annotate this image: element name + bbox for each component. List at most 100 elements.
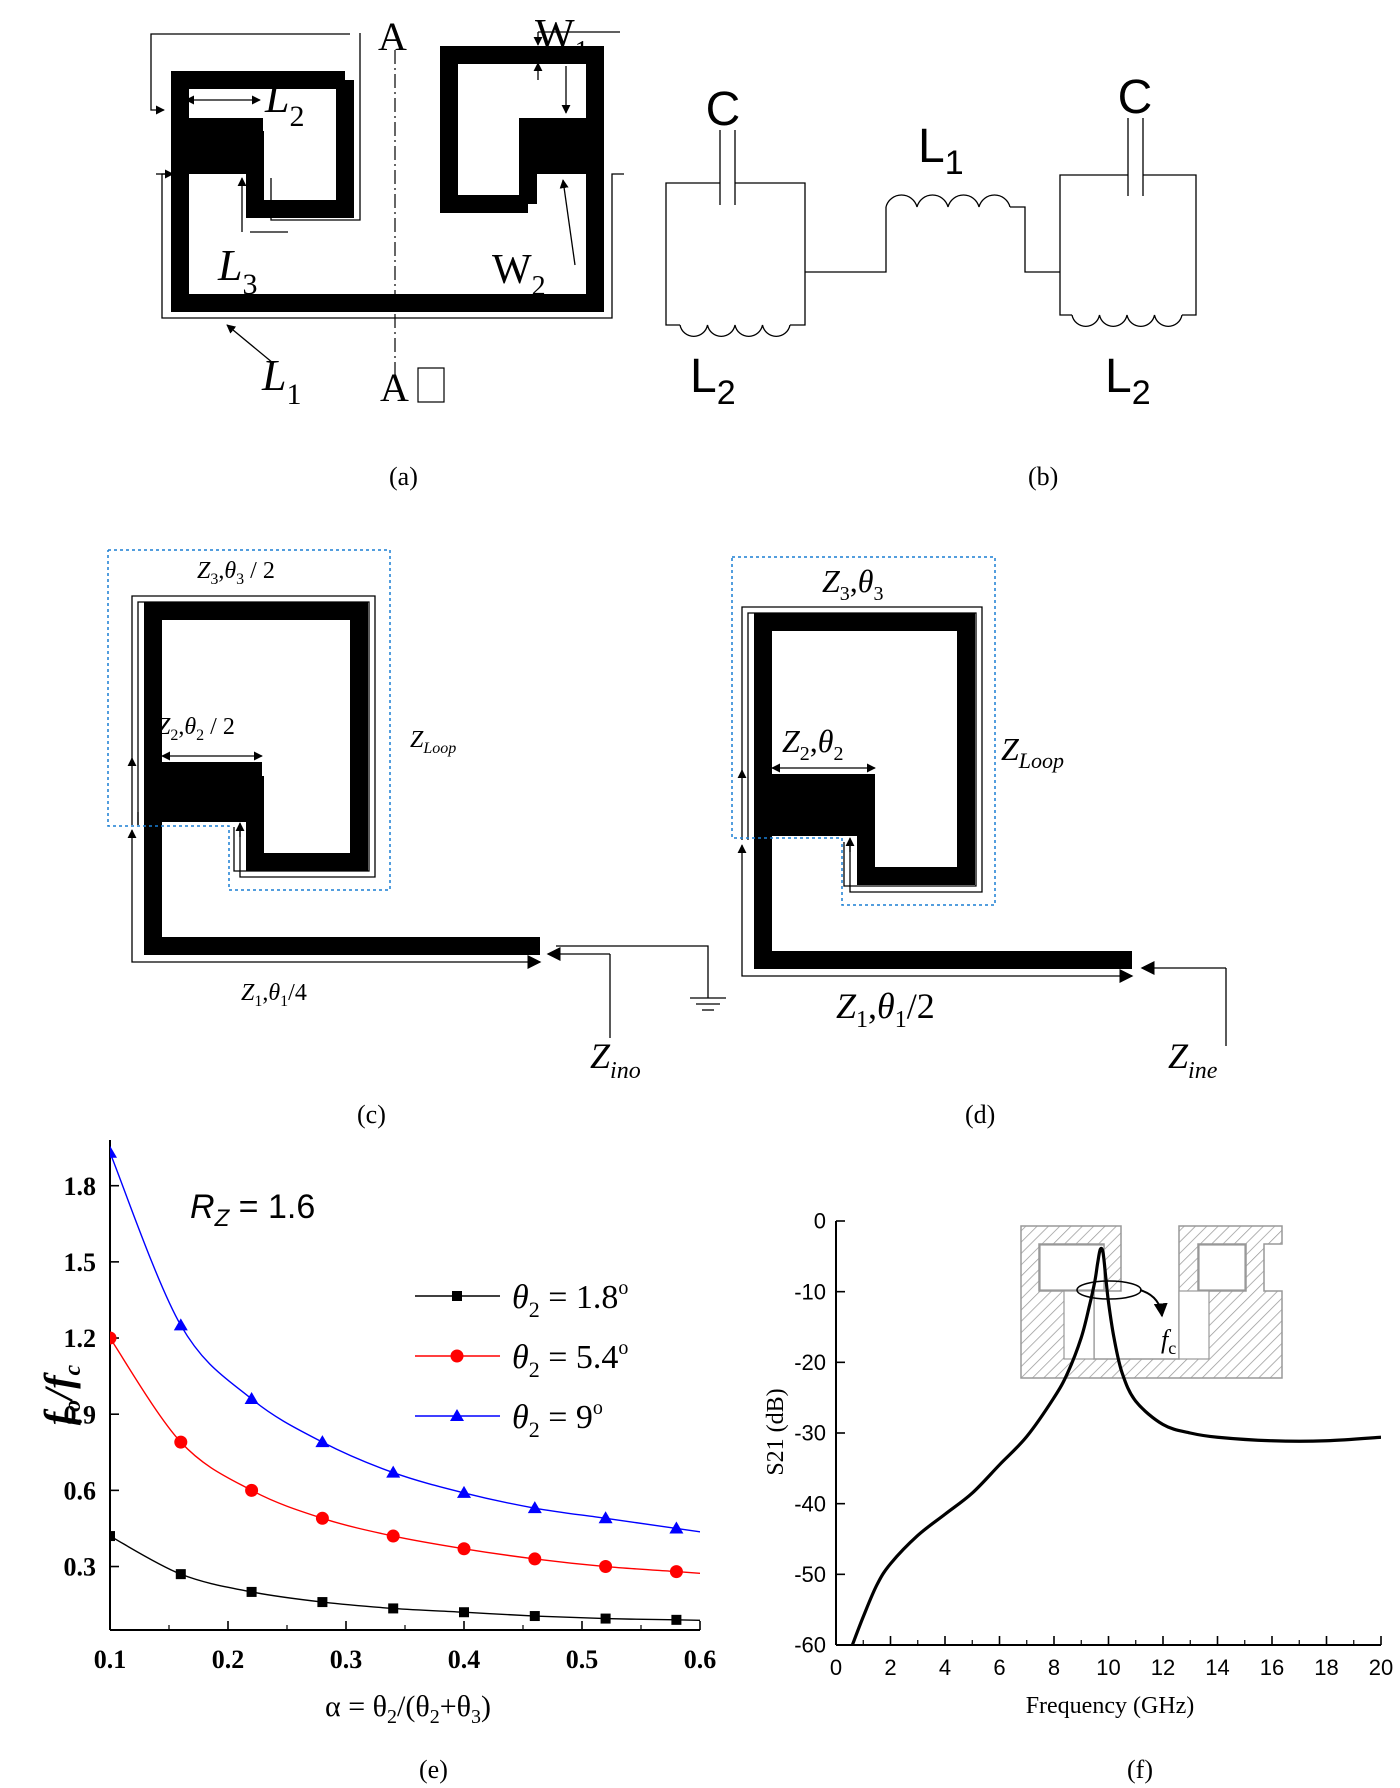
y-tick-label: 1.5: [64, 1248, 97, 1277]
path-lines-d: [737, 606, 1227, 1046]
caption-e: (e): [419, 1755, 448, 1784]
data-point: [315, 1435, 330, 1448]
inset-resonator: [1020, 1225, 1283, 1379]
legend-label: θ2 = 9o: [512, 1397, 603, 1442]
data-point: [174, 1435, 188, 1449]
data-point: [386, 1529, 400, 1543]
label-c-right: C: [1118, 71, 1153, 124]
chart-e-xlabel: α = θ2/(θ2+θ3): [325, 1690, 491, 1728]
data-point: [317, 1597, 328, 1608]
chart-f-ylabel: S21 (dB): [763, 1388, 789, 1475]
data-point: [245, 1483, 259, 1497]
y-tick-label: 0.6: [64, 1476, 97, 1505]
label-z1-d: Z1,θ1/2: [836, 986, 935, 1033]
stub-block-c: [144, 762, 262, 822]
legend-label: θ2 = 1.8o: [512, 1277, 628, 1322]
x-tick-label: 0.4: [448, 1645, 481, 1674]
data-point: [110, 1145, 117, 1158]
stub-block-d: [754, 774, 875, 836]
x-tick-label: 0.3: [330, 1645, 363, 1674]
loop-boundary-d: [731, 556, 996, 906]
x-tick-label: 0.5: [566, 1645, 599, 1674]
label-c-left: C: [706, 83, 741, 136]
y-tick-label: 0.9: [64, 1400, 97, 1429]
data-point: [457, 1542, 471, 1556]
data-point: [450, 1409, 464, 1421]
chart-f-plot-area: [850, 1246, 1381, 1645]
fc-label: fc: [1161, 1325, 1176, 1358]
x-tick-label: 12: [1151, 1655, 1175, 1680]
chart-f-xlabel: Frequency (GHz): [1026, 1693, 1195, 1719]
y-tick-label: -30: [794, 1421, 826, 1446]
data-point: [173, 1318, 188, 1331]
label-w1: W1: [535, 12, 589, 67]
chart-f-axes: 0 2 4 6 8 10 12 14 16 18 20 0 -10 -20 -30 -40 -50 -60: [794, 1209, 1393, 1680]
chart-e-axes: 0.1 0.2 0.3 0.4 0.5 0.6 0.3 0.6 0.9 1.2 1.5 1.8: [64, 1140, 717, 1674]
x-tick-label: 10: [1096, 1655, 1120, 1680]
data-point: [599, 1560, 613, 1574]
x-tick-label: 16: [1260, 1655, 1284, 1680]
x-tick-label: 6: [993, 1655, 1005, 1680]
data-point: [459, 1607, 469, 1618]
data-point: [671, 1614, 682, 1625]
data-point: [246, 1586, 257, 1597]
panel-c: Z3,θ3 / 2 Z2,θ2 / 2 ZLoop Z1,θ1/4 Zino (…: [107, 549, 726, 1129]
label-z3-d: Z3,θ3: [822, 563, 884, 605]
label-l2: L2: [264, 73, 304, 133]
label-z2-d: Z2,θ2: [782, 723, 844, 765]
data-point: [669, 1521, 684, 1534]
caption-c: (c): [357, 1100, 386, 1129]
x-tick-label: 18: [1314, 1655, 1338, 1680]
data-point: [529, 1611, 540, 1622]
stub-block-left: [171, 118, 263, 174]
label-z3-c: Z3,θ3 / 2: [197, 558, 275, 588]
label-l1: L1: [261, 351, 301, 411]
fc-arrow: [1139, 1289, 1168, 1318]
panel-a: A A W1 W2 L2 L3 L1 (a): [150, 12, 624, 491]
data-point: [598, 1511, 613, 1524]
data-point: [457, 1485, 471, 1498]
chart-e-legend: θ2 = 1.8o θ2 = 5.4o θ2 = 9o: [415, 1277, 628, 1442]
y-tick-label: 0: [814, 1209, 826, 1234]
data-point: [315, 1511, 329, 1525]
label-w2: W2: [492, 247, 546, 302]
x-tick-label: 0.6: [684, 1645, 717, 1674]
label-zloop-c: ZLoop: [410, 727, 456, 757]
label-zine: Zine: [1168, 1036, 1218, 1084]
panel-e-chart: 0.1 0.2 0.3 0.4 0.5 0.6 0.3 0.6 0.9 1.2 1.5 1.8 RZ …: [36, 1140, 716, 1784]
even-mode-trace: [754, 613, 1132, 969]
y-tick-label: -20: [794, 1350, 826, 1375]
x-tick-label: 0.2: [212, 1645, 245, 1674]
data-point: [669, 1565, 683, 1579]
caption-f: (f): [1127, 1755, 1153, 1784]
y-tick-label: 1.2: [64, 1324, 97, 1353]
loop-boundary-c: [107, 549, 391, 891]
data-point: [175, 1569, 186, 1580]
label-zino: Zino: [590, 1036, 641, 1084]
data-point: [527, 1501, 542, 1514]
y-tick-label: -60: [794, 1633, 826, 1658]
caption-b: (b): [1028, 462, 1058, 491]
label-l1-series: L1: [918, 120, 964, 182]
stub-block-right: [519, 118, 599, 174]
x-tick-label: 0.1: [94, 1645, 127, 1674]
chart-e-plot-area: [110, 1145, 700, 1625]
x-tick-label: 8: [1048, 1655, 1060, 1680]
data-point: [452, 1291, 462, 1301]
path-lines-c: [127, 595, 726, 1038]
x-tick-label: 14: [1205, 1655, 1229, 1680]
y-tick-label: -50: [794, 1562, 826, 1587]
x-tick-label: 4: [939, 1655, 951, 1680]
data-point: [386, 1465, 401, 1478]
circuit: [665, 118, 1197, 337]
label-z2-c: Z2,θ2 / 2: [157, 714, 235, 744]
y-tick-label: -40: [794, 1491, 826, 1516]
y-tick-label: -10: [794, 1279, 826, 1304]
legend-label: θ2 = 5.4o: [512, 1337, 628, 1382]
series-line: [110, 1535, 700, 1621]
label-a-bottom: A: [380, 365, 409, 410]
caption-a: (a): [389, 462, 418, 491]
label-l2-right: L2: [1105, 350, 1151, 412]
label-zloop-d: ZLoop: [1001, 731, 1064, 773]
panel-f-chart: 0 2 4 6 8 10 12 14 16 18 200-10-20-30-40-50-60 fc …: [763, 1209, 1393, 1784]
